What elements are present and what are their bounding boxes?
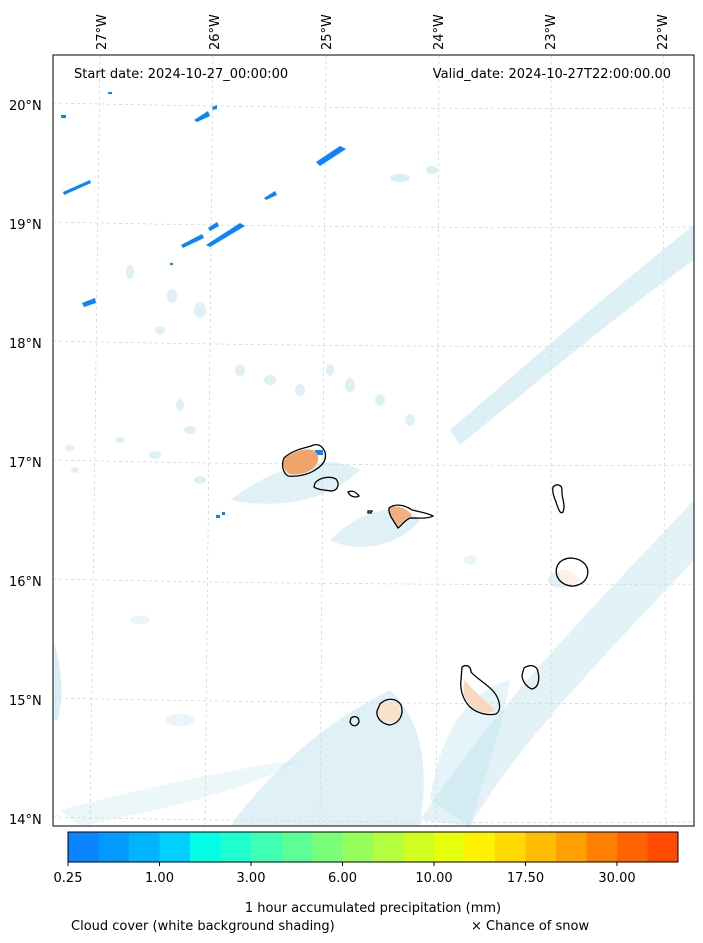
colorbar-segment xyxy=(190,832,221,862)
colorbar-segment xyxy=(68,832,99,862)
colorbar-segment xyxy=(525,832,557,862)
santa-luzia-island xyxy=(347,490,360,498)
brava-island xyxy=(349,715,360,727)
lon-label: 23°W xyxy=(544,14,559,50)
map-frame xyxy=(52,54,695,827)
lat-label: 15°N xyxy=(9,694,42,709)
colorbar-segment xyxy=(586,832,618,862)
lon-label: 26°W xyxy=(208,14,223,50)
sao-nicolau-island xyxy=(388,504,435,529)
colorbar-ticks: 0.25 1.00 3.00 6.00 10.00 17.50 30.00 xyxy=(54,862,636,886)
lon-label: 24°W xyxy=(432,14,447,50)
colorbar-tick-label: 6.00 xyxy=(328,871,357,886)
longitude-labels: 27°W 26°W 25°W 24°W 23°W 22°W xyxy=(95,14,671,50)
map-area xyxy=(53,55,694,826)
lat-label: 14°N xyxy=(9,813,42,828)
colorbar-segment xyxy=(342,832,374,862)
lat-label: 16°N xyxy=(9,575,42,590)
colorbar-segment xyxy=(556,832,587,862)
maio-island xyxy=(521,665,540,690)
lat-label: 20°N xyxy=(9,99,42,114)
lat-label: 19°N xyxy=(9,218,42,233)
precipitation-heavy xyxy=(283,449,580,723)
start-date-text: Start date: 2024-10-27_00:00:00 xyxy=(74,67,288,82)
boa-vista-island xyxy=(555,557,589,587)
colorbar-segment xyxy=(617,832,648,862)
colorbar-segment xyxy=(464,832,496,862)
colorbar-segment xyxy=(220,832,252,862)
colorbar-tick-label: 1.00 xyxy=(145,871,174,886)
latitude-labels: 20°N 19°N 18°N 17°N 16°N 15°N 14°N xyxy=(9,99,42,828)
lon-label: 25°W xyxy=(320,14,335,50)
colorbar-tick-label: 0.25 xyxy=(54,871,83,886)
island-outlines xyxy=(281,444,589,727)
santo-antao-island xyxy=(281,444,327,477)
snow-chance-note: × Chance of snow xyxy=(471,919,589,934)
colorbar-segment xyxy=(251,832,282,862)
colorbar xyxy=(68,832,679,862)
colorbar-segment xyxy=(647,832,679,862)
colorbar-segment xyxy=(129,832,160,862)
cloud-cover-note: Cloud cover (white background shading) xyxy=(71,919,335,934)
fogo-island xyxy=(376,698,403,726)
colorbar-segment xyxy=(281,832,313,862)
colorbar-segment xyxy=(98,832,130,862)
lon-label: 27°W xyxy=(95,14,110,50)
cloud-shading xyxy=(53,166,694,826)
sal-island xyxy=(552,484,565,514)
colorbar-segment xyxy=(312,832,343,862)
colorbar-segment xyxy=(434,832,465,862)
santiago-island xyxy=(460,665,501,716)
colorbar-segment xyxy=(403,832,435,862)
colorbar-tick-label: 10.00 xyxy=(415,871,452,886)
colorbar-segment xyxy=(495,832,526,862)
colorbar-title: 1 hour accumulated precipitation (mm) xyxy=(245,901,501,916)
lat-label: 18°N xyxy=(9,337,42,352)
colorbar-segment xyxy=(159,832,191,862)
colorbar-tick-label: 30.00 xyxy=(598,871,635,886)
colorbar-tick-label: 3.00 xyxy=(237,871,266,886)
valid-date-text: Valid_date: 2024-10-27T22:00:00.00 xyxy=(433,67,671,82)
lon-label: 22°W xyxy=(656,14,671,50)
colorbar-tick-label: 17.50 xyxy=(507,871,544,886)
precipitation-light xyxy=(61,92,346,518)
ilheu-raso-island xyxy=(367,510,374,514)
colorbar-segment xyxy=(373,832,404,862)
lat-label: 17°N xyxy=(9,456,42,471)
sao-vicente-island xyxy=(313,476,339,492)
colorbar-frame xyxy=(67,831,679,863)
